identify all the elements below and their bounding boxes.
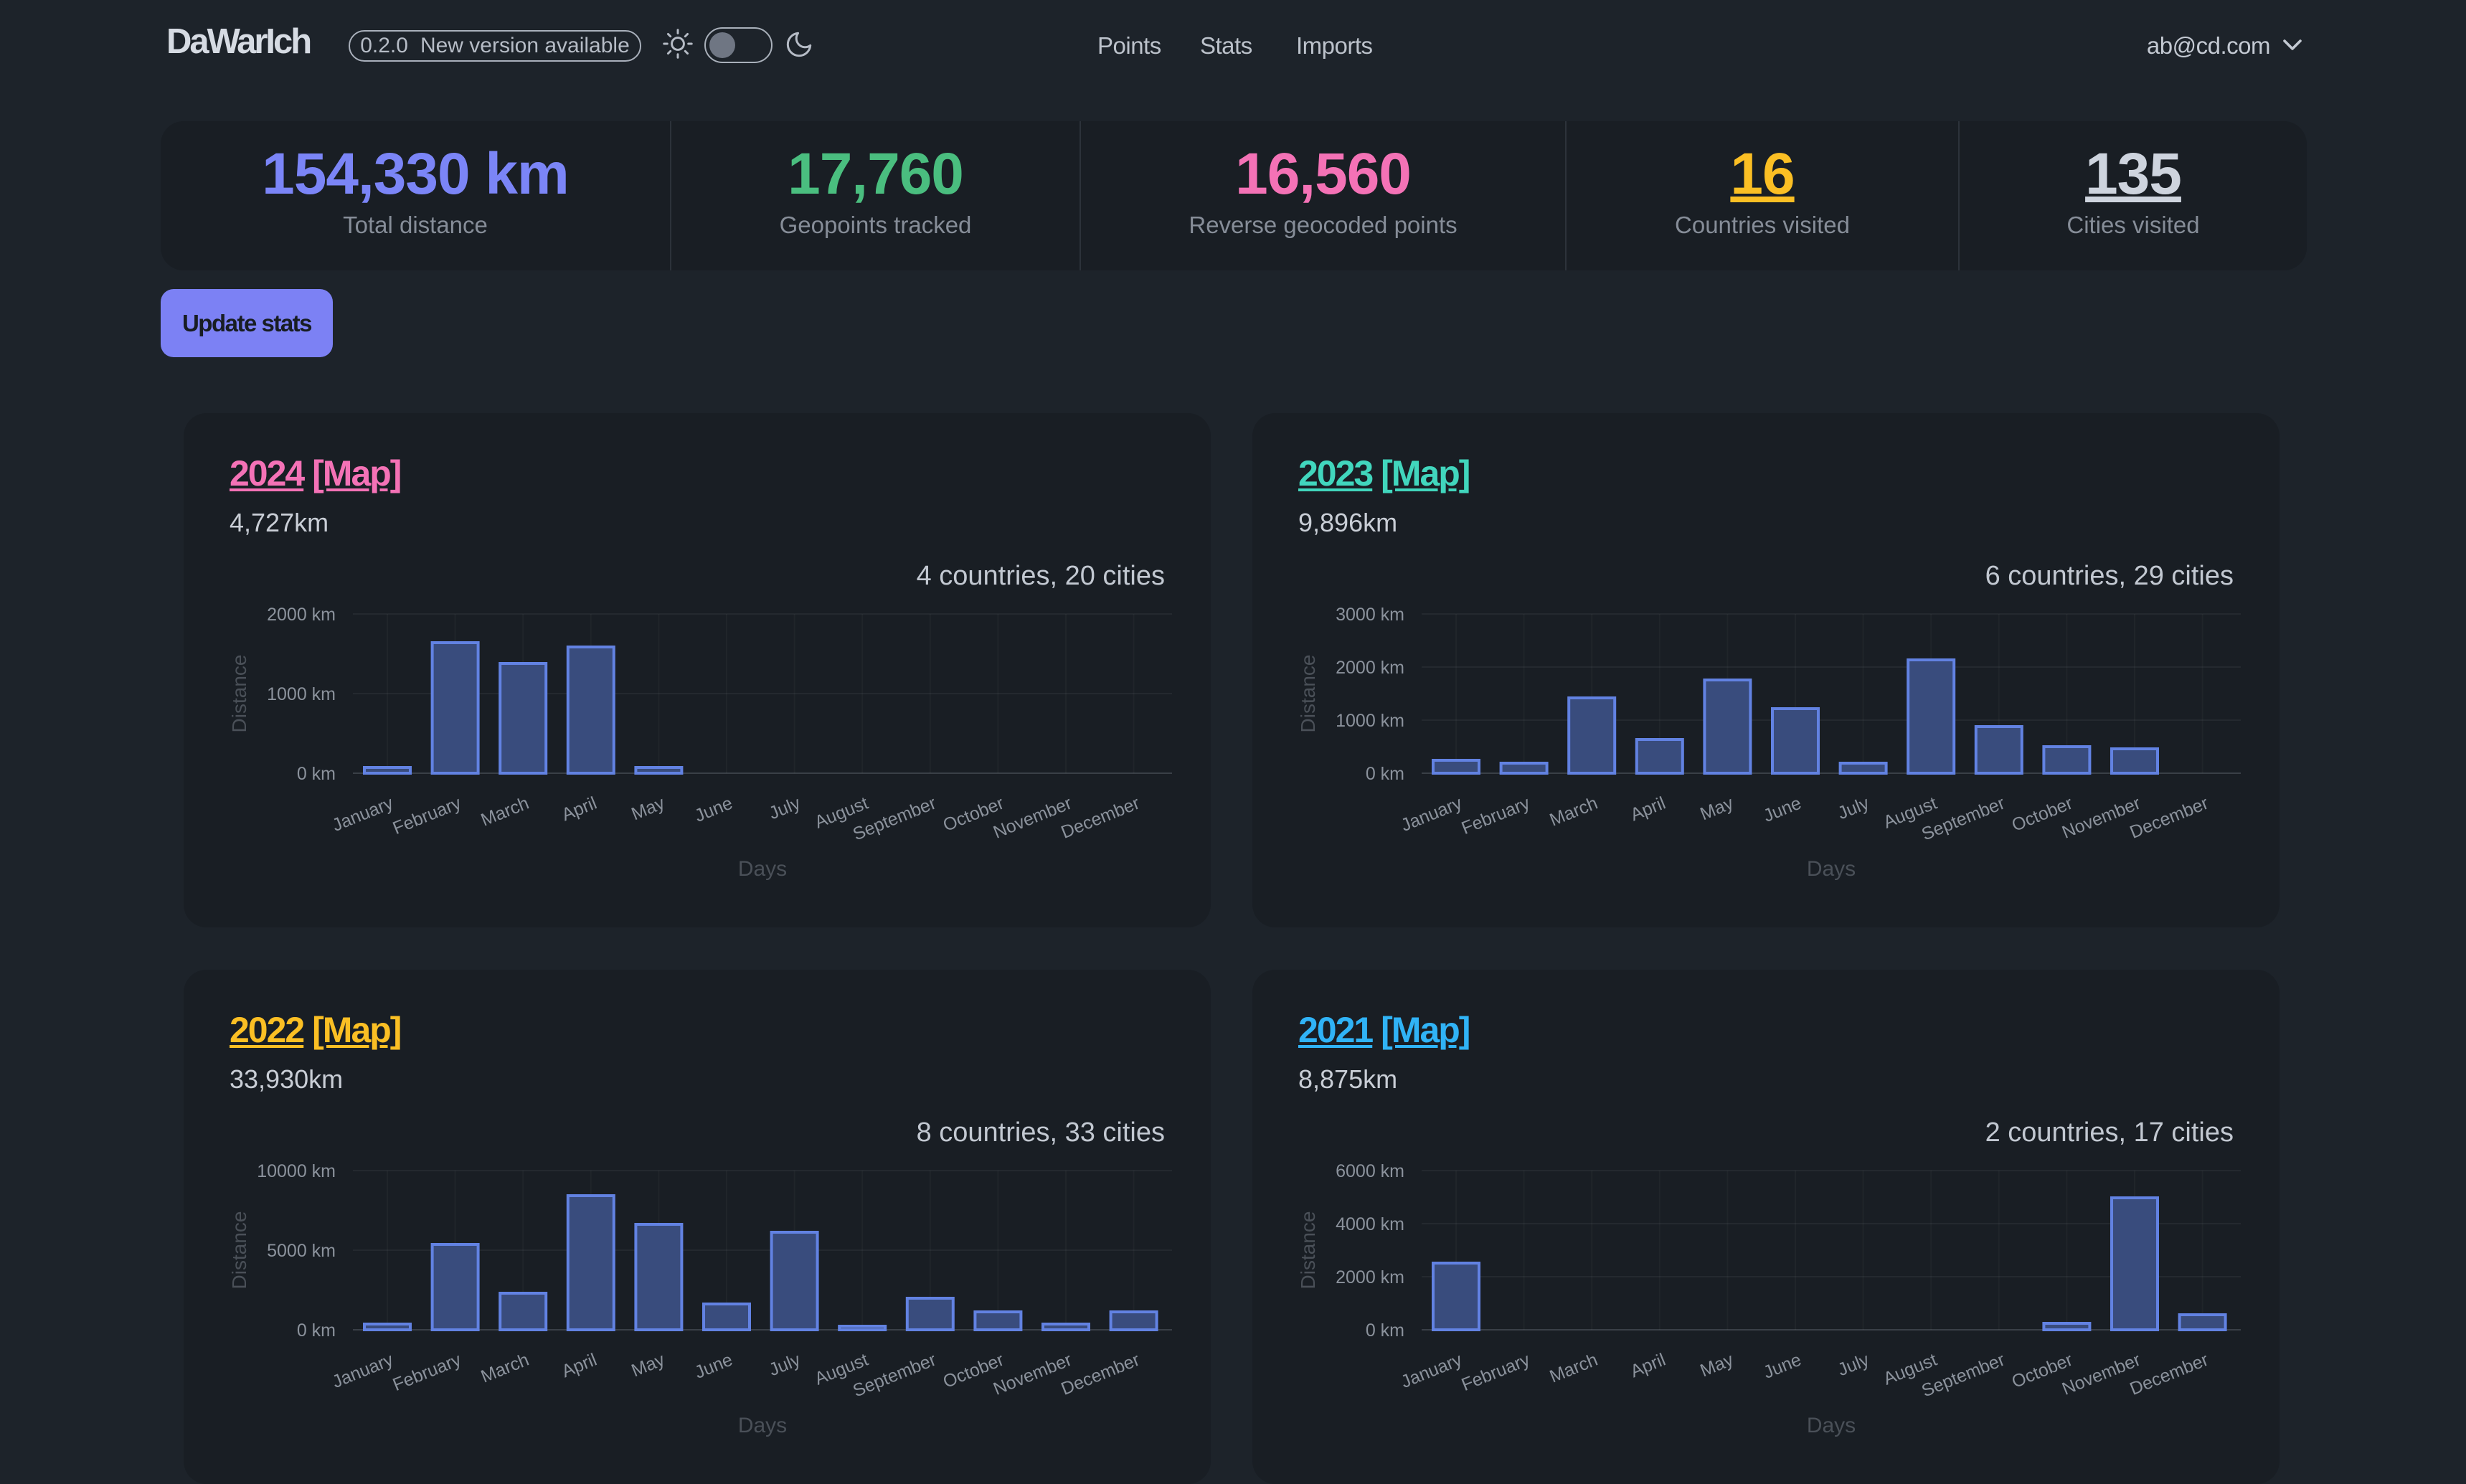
svg-text:March: March xyxy=(478,793,532,831)
svg-text:June: June xyxy=(1760,1350,1804,1383)
svg-text:2000 km: 2000 km xyxy=(1336,658,1404,678)
svg-text:July: July xyxy=(1835,1349,1872,1380)
svg-text:0 km: 0 km xyxy=(1366,1320,1404,1341)
svg-text:2000 km: 2000 km xyxy=(267,605,336,625)
svg-text:April: April xyxy=(559,793,600,826)
svg-text:February: February xyxy=(1459,1349,1534,1395)
svg-text:Distance: Distance xyxy=(1297,1211,1319,1290)
svg-text:May: May xyxy=(1697,1349,1737,1381)
svg-text:December: December xyxy=(1058,1350,1142,1399)
svg-text:July: July xyxy=(766,1349,803,1380)
svg-text:November: November xyxy=(991,793,1074,843)
svg-text:November: November xyxy=(991,1350,1074,1399)
svg-text:July: July xyxy=(766,793,803,823)
svg-text:1000 km: 1000 km xyxy=(267,684,336,704)
svg-text:0 km: 0 km xyxy=(1366,764,1404,784)
svg-text:January: January xyxy=(1398,793,1465,835)
svg-text:December: December xyxy=(2127,793,2211,843)
svg-text:May: May xyxy=(1697,793,1737,824)
svg-text:December: December xyxy=(1058,793,1142,843)
svg-text:January: January xyxy=(329,1349,396,1391)
svg-text:6000 km: 6000 km xyxy=(1336,1161,1404,1181)
svg-text:June: June xyxy=(1760,793,1804,826)
svg-text:10000 km: 10000 km xyxy=(257,1161,336,1181)
svg-text:Days: Days xyxy=(738,857,787,881)
svg-text:June: June xyxy=(691,1350,735,1383)
svg-text:January: January xyxy=(329,793,396,835)
svg-text:Distance: Distance xyxy=(228,655,250,733)
svg-text:April: April xyxy=(1628,1350,1668,1382)
svg-text:May: May xyxy=(628,1349,668,1381)
svg-text:March: March xyxy=(1547,793,1601,831)
svg-text:May: May xyxy=(628,793,668,824)
svg-text:January: January xyxy=(1398,1349,1465,1391)
svg-text:April: April xyxy=(1628,793,1668,826)
svg-text:February: February xyxy=(390,1349,465,1395)
svg-text:Distance: Distance xyxy=(228,1211,250,1290)
svg-text:Days: Days xyxy=(1807,1414,1856,1437)
svg-text:July: July xyxy=(1835,793,1872,823)
svg-text:2000 km: 2000 km xyxy=(1336,1267,1404,1287)
svg-text:Days: Days xyxy=(1807,857,1856,881)
svg-text:June: June xyxy=(691,793,735,826)
svg-text:0 km: 0 km xyxy=(297,764,336,784)
svg-text:March: March xyxy=(1547,1350,1601,1387)
svg-text:5000 km: 5000 km xyxy=(267,1241,336,1261)
svg-text:February: February xyxy=(1459,793,1534,838)
svg-text:November: November xyxy=(2059,1350,2143,1399)
svg-text:November: November xyxy=(2059,793,2143,843)
svg-text:Days: Days xyxy=(738,1414,787,1437)
svg-text:0 km: 0 km xyxy=(297,1320,336,1341)
svg-text:Distance: Distance xyxy=(1297,655,1319,733)
svg-text:3000 km: 3000 km xyxy=(1336,605,1404,625)
svg-text:April: April xyxy=(559,1350,600,1382)
svg-text:4000 km: 4000 km xyxy=(1336,1214,1404,1234)
svg-text:March: March xyxy=(478,1350,532,1387)
svg-text:December: December xyxy=(2127,1350,2211,1399)
svg-text:February: February xyxy=(390,793,465,838)
svg-text:1000 km: 1000 km xyxy=(1336,711,1404,731)
